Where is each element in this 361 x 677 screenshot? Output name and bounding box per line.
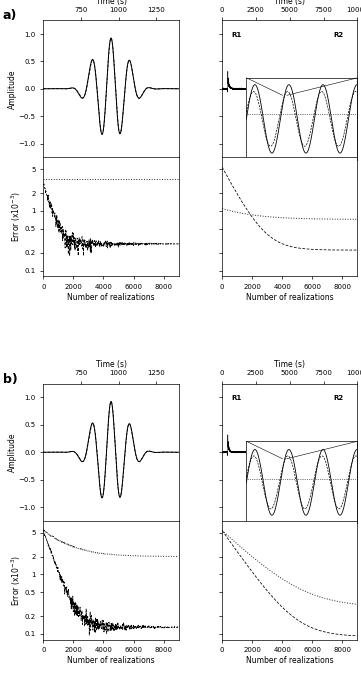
Text: R1: R1 bbox=[231, 395, 242, 401]
Text: a): a) bbox=[3, 9, 17, 22]
Text: b): b) bbox=[3, 373, 17, 386]
Y-axis label: Amplitude: Amplitude bbox=[8, 69, 17, 108]
X-axis label: Number of realizations: Number of realizations bbox=[246, 656, 334, 665]
X-axis label: Number of realizations: Number of realizations bbox=[67, 292, 155, 302]
X-axis label: Number of realizations: Number of realizations bbox=[246, 292, 334, 302]
X-axis label: Time (s): Time (s) bbox=[96, 360, 126, 370]
Text: R2: R2 bbox=[333, 32, 343, 38]
X-axis label: Time (s): Time (s) bbox=[274, 360, 305, 370]
Text: R1: R1 bbox=[231, 32, 242, 38]
Y-axis label: Error (x10$^{-3}$): Error (x10$^{-3}$) bbox=[10, 554, 23, 606]
Y-axis label: Error (x10$^{-3}$): Error (x10$^{-3}$) bbox=[10, 191, 23, 242]
Bar bbox=[283, 445, 287, 459]
X-axis label: Time (s): Time (s) bbox=[96, 0, 126, 6]
Y-axis label: Amplitude: Amplitude bbox=[8, 433, 17, 472]
Text: R2: R2 bbox=[333, 395, 343, 401]
Bar bbox=[283, 82, 287, 95]
X-axis label: Number of realizations: Number of realizations bbox=[67, 656, 155, 665]
X-axis label: Time (s): Time (s) bbox=[274, 0, 305, 6]
